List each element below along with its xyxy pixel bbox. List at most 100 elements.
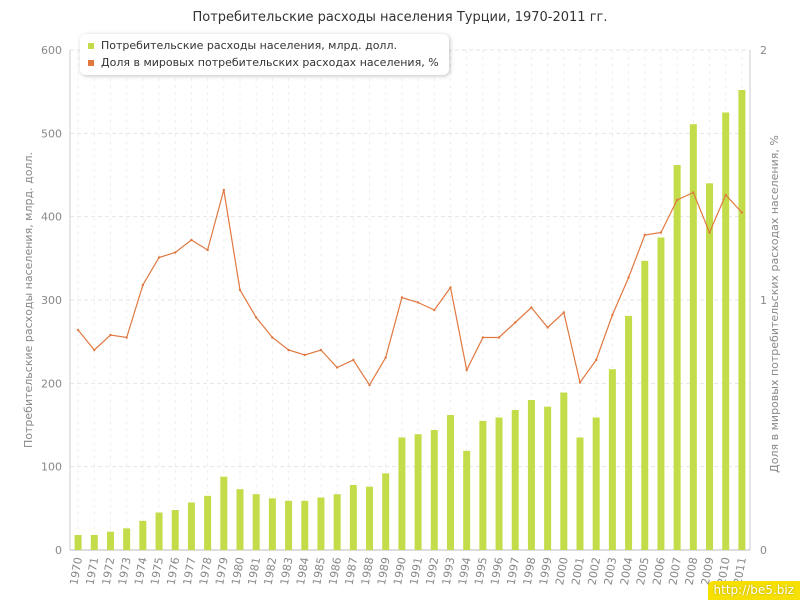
y-right-tick-label-1: 1 [760,294,767,307]
x-tick-label-1992: 1992 [424,556,442,586]
x-tick-label-2001: 2001 [569,556,587,586]
x-tick-label-1970: 1970 [67,556,85,586]
line-point-1987 [352,358,355,362]
y-left-tick-label-5: 500 [41,127,62,140]
x-tick-label-1991: 1991 [407,556,425,586]
watermark-link[interactable]: http://be5.biz [707,581,800,600]
legend-item-bar-series[interactable]: Потребительские расходы населения, млрд.… [88,37,439,54]
line-series-share [77,189,743,387]
x-tick-label-2002: 2002 [585,556,603,586]
line-point-1991 [416,301,420,304]
x-tick-label-1996: 1996 [488,556,506,586]
x-tick-label-1983: 1983 [278,556,296,586]
line-point-1978 [206,248,209,252]
bar-1986 [333,494,341,550]
line-point-2008 [692,191,695,194]
x-tick-label-1989: 1989 [375,556,393,586]
legend-swatch-line [88,59,94,66]
line-point-1982 [271,336,274,339]
line-point-2004 [627,276,630,279]
bar-1985 [317,497,325,550]
line-point-2010 [724,193,727,197]
bar-1999 [544,406,552,550]
legend-label-bar: Потребительские расходы населения, млрд.… [101,39,397,52]
bar-1973 [123,528,131,550]
legend-label-line: Доля в мировых потребительских расходах … [101,56,439,69]
chart-title: Потребительские расходы населения Турции… [192,10,608,25]
y-left-tick-label-2: 200 [41,377,62,390]
bar-1996 [495,417,503,550]
x-tick-label-1998: 1998 [521,556,539,586]
line-point-1981 [254,316,258,319]
x-tick-label-2003: 2003 [602,556,620,586]
bar-1970 [74,535,82,550]
line-point-1998 [530,306,533,309]
bar-1994 [463,450,471,550]
bar-2005 [641,260,649,550]
y-right-tick-label-0: 0 [760,544,767,557]
bar-1997 [511,410,519,550]
x-tick-label-1994: 1994 [456,556,474,586]
line-point-2001 [578,381,582,384]
bar-2007 [673,165,681,550]
line-point-1997 [514,321,517,324]
line-point-1993 [449,286,452,289]
bar-1992 [430,430,438,550]
line-point-1974 [141,283,145,287]
x-tick-label-1990: 1990 [391,556,409,586]
x-tick-label-2000: 2000 [553,556,571,586]
x-tick-label-1999: 1999 [537,556,555,586]
x-tick-label-2004: 2004 [618,556,636,586]
line-point-1988 [368,383,371,387]
bar-1974 [139,520,147,550]
bar-1989 [382,473,390,550]
line-point-1976 [174,251,177,254]
bar-1993 [446,415,454,550]
bar-1972 [106,531,114,550]
line-point-1975 [157,256,161,259]
line-point-1970 [76,328,80,332]
bar-2008 [689,124,697,551]
line-point-1989 [384,356,387,359]
x-tick-label-1977: 1977 [181,556,199,586]
line-point-2002 [594,358,598,362]
bar-1979 [220,476,228,550]
x-tick-label-1986: 1986 [326,556,344,586]
x-tick-label-1974: 1974 [132,556,150,586]
bar-1998 [527,400,535,550]
x-tick-label-1982: 1982 [262,556,280,586]
line-point-1980 [238,288,242,292]
y-left-tick-label-1: 100 [41,461,62,474]
bar-2004 [625,315,633,550]
line-point-2000 [562,311,566,314]
line-point-1979 [222,188,226,192]
x-tick-label-1971: 1971 [84,556,102,586]
x-tick-label-1984: 1984 [294,556,312,586]
x-tick-label-2011: 2011 [731,556,749,586]
bar-1977 [187,502,195,550]
x-tick-label-1976: 1976 [165,556,183,586]
x-tick-label-1993: 1993 [440,556,458,586]
x-tick-label-1979: 1979 [213,556,231,586]
bar-1982 [268,498,276,550]
line-point-1977 [190,238,193,242]
bar-2010 [722,112,730,550]
bar-2009 [706,183,714,551]
chart-legend: Потребительские расходы населения, млрд.… [80,34,449,75]
line-point-1999 [546,326,549,329]
bar-1990 [398,437,406,550]
line-point-2009 [708,231,711,234]
bar-2001 [576,437,584,550]
x-tick-label-1995: 1995 [472,556,490,586]
line-point-1971 [93,348,96,352]
x-tick-label-1988: 1988 [359,556,377,586]
x-tick-label-2006: 2006 [650,556,668,586]
legend-item-line-series[interactable]: Доля в мировых потребительских расходах … [88,54,439,71]
line-point-1984 [303,353,306,357]
x-tick-label-1997: 1997 [505,556,523,586]
legend-swatch-bar [88,42,94,49]
x-tick-label-1973: 1973 [116,556,134,586]
x-tick-label-1978: 1978 [197,556,215,586]
line-point-1973 [125,336,128,339]
